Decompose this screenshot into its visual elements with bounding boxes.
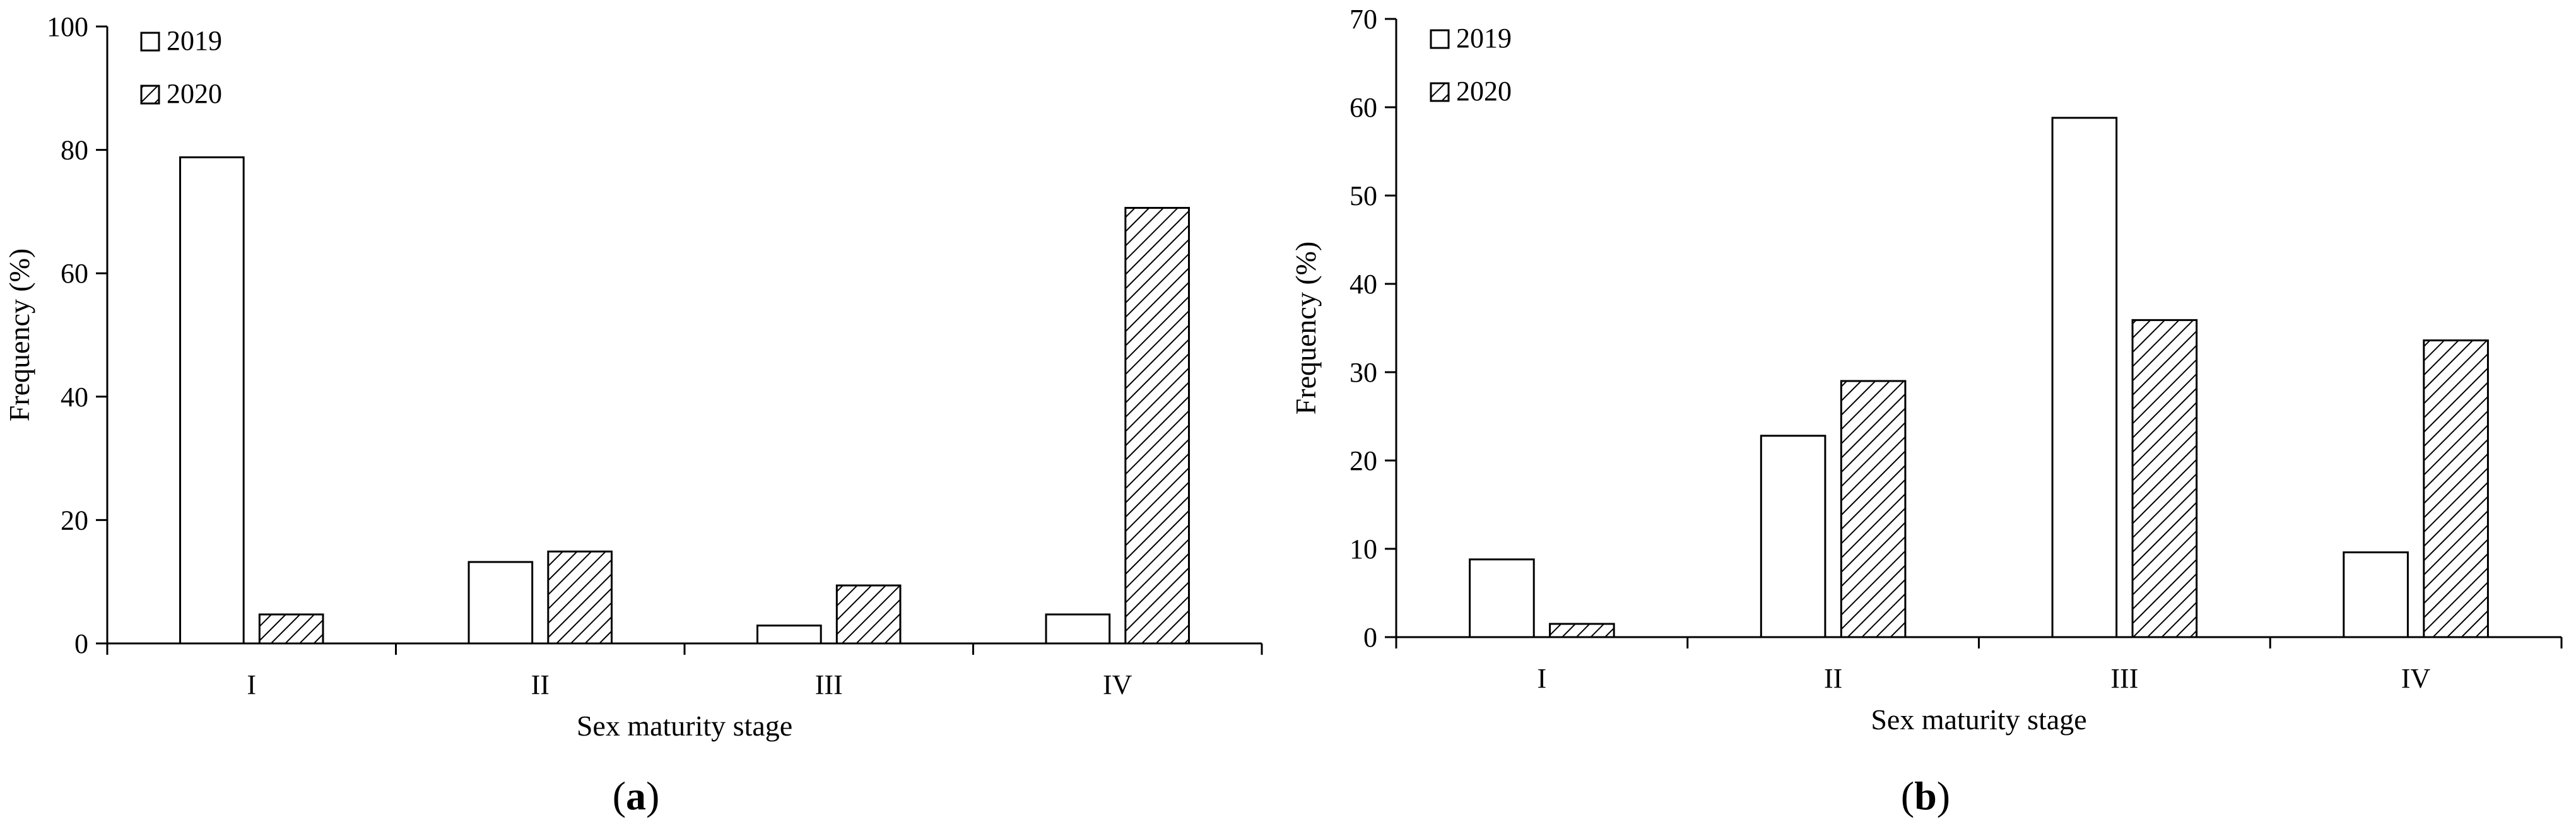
y-axis-title: Frequency (%) <box>1290 242 1322 415</box>
panel-label: (b) <box>1901 773 1950 818</box>
legend-label-2020: 2020 <box>167 78 222 109</box>
bar-2020-II <box>1840 380 1907 638</box>
bar-2019-III <box>756 625 822 645</box>
y-tick-label: 10 <box>1350 534 1377 565</box>
bar-2020-IV <box>1124 207 1190 645</box>
y-tick-label: 0 <box>1363 622 1377 653</box>
y-tick-label: 20 <box>61 505 88 536</box>
x-tick-label: III <box>2110 663 2138 694</box>
bar-2019-IV <box>1045 613 1111 645</box>
bar-2019-II <box>1760 435 1826 638</box>
x-axis-title: Sex maturity stage <box>1871 703 2086 736</box>
y-tick-label: 80 <box>61 135 88 166</box>
bar-2019-II <box>468 561 534 645</box>
bar-2019-I <box>1469 558 1535 638</box>
bar-2020-I <box>258 613 324 645</box>
bar-2019-I <box>179 156 245 645</box>
y-tick-label: 40 <box>61 382 88 413</box>
x-tick-label: II <box>1824 663 1842 694</box>
bar-2019-III <box>2051 117 2118 638</box>
y-tick-label: 60 <box>1350 92 1377 123</box>
bar-2020-IV <box>2423 339 2489 638</box>
bar-2020-II <box>547 550 613 645</box>
legend-label-2020: 2020 <box>1456 76 1512 107</box>
legend-label-2019: 2019 <box>167 25 222 56</box>
y-tick-label: 60 <box>61 258 88 289</box>
x-tick-label: IV <box>2401 663 2431 694</box>
y-tick-label: 100 <box>47 11 88 42</box>
legend-swatch-2019 <box>140 32 160 52</box>
panel-letter: b <box>1914 773 1937 818</box>
y-axis-title: Frequency (%) <box>3 249 35 422</box>
y-tick-label: 40 <box>1350 269 1377 300</box>
x-tick-label: II <box>531 669 550 700</box>
legend-swatch-2020 <box>1430 82 1450 102</box>
legend-swatch-2020 <box>140 85 160 105</box>
y-tick-label: 20 <box>1350 445 1377 476</box>
bar-2020-III <box>2131 319 2198 638</box>
x-tick-label: I <box>247 669 256 700</box>
x-axis-title: Sex maturity stage <box>577 710 792 742</box>
y-tick-label: 70 <box>1350 4 1377 35</box>
bar-2020-I <box>1549 623 1615 638</box>
legend-swatch-2019 <box>1430 29 1450 49</box>
y-tick-label: 0 <box>74 628 88 659</box>
panel-letter: a <box>626 773 646 818</box>
x-tick-label: III <box>815 669 843 700</box>
legend-label-2019: 2019 <box>1456 23 1512 54</box>
bar-2019-IV <box>2343 551 2409 638</box>
panel-label: (a) <box>613 773 660 818</box>
bar-2020-III <box>835 584 902 645</box>
x-tick-label: I <box>1538 663 1547 694</box>
x-tick-label: IV <box>1103 669 1132 700</box>
y-tick-label: 30 <box>1350 357 1377 388</box>
y-tick-label: 50 <box>1350 180 1377 211</box>
